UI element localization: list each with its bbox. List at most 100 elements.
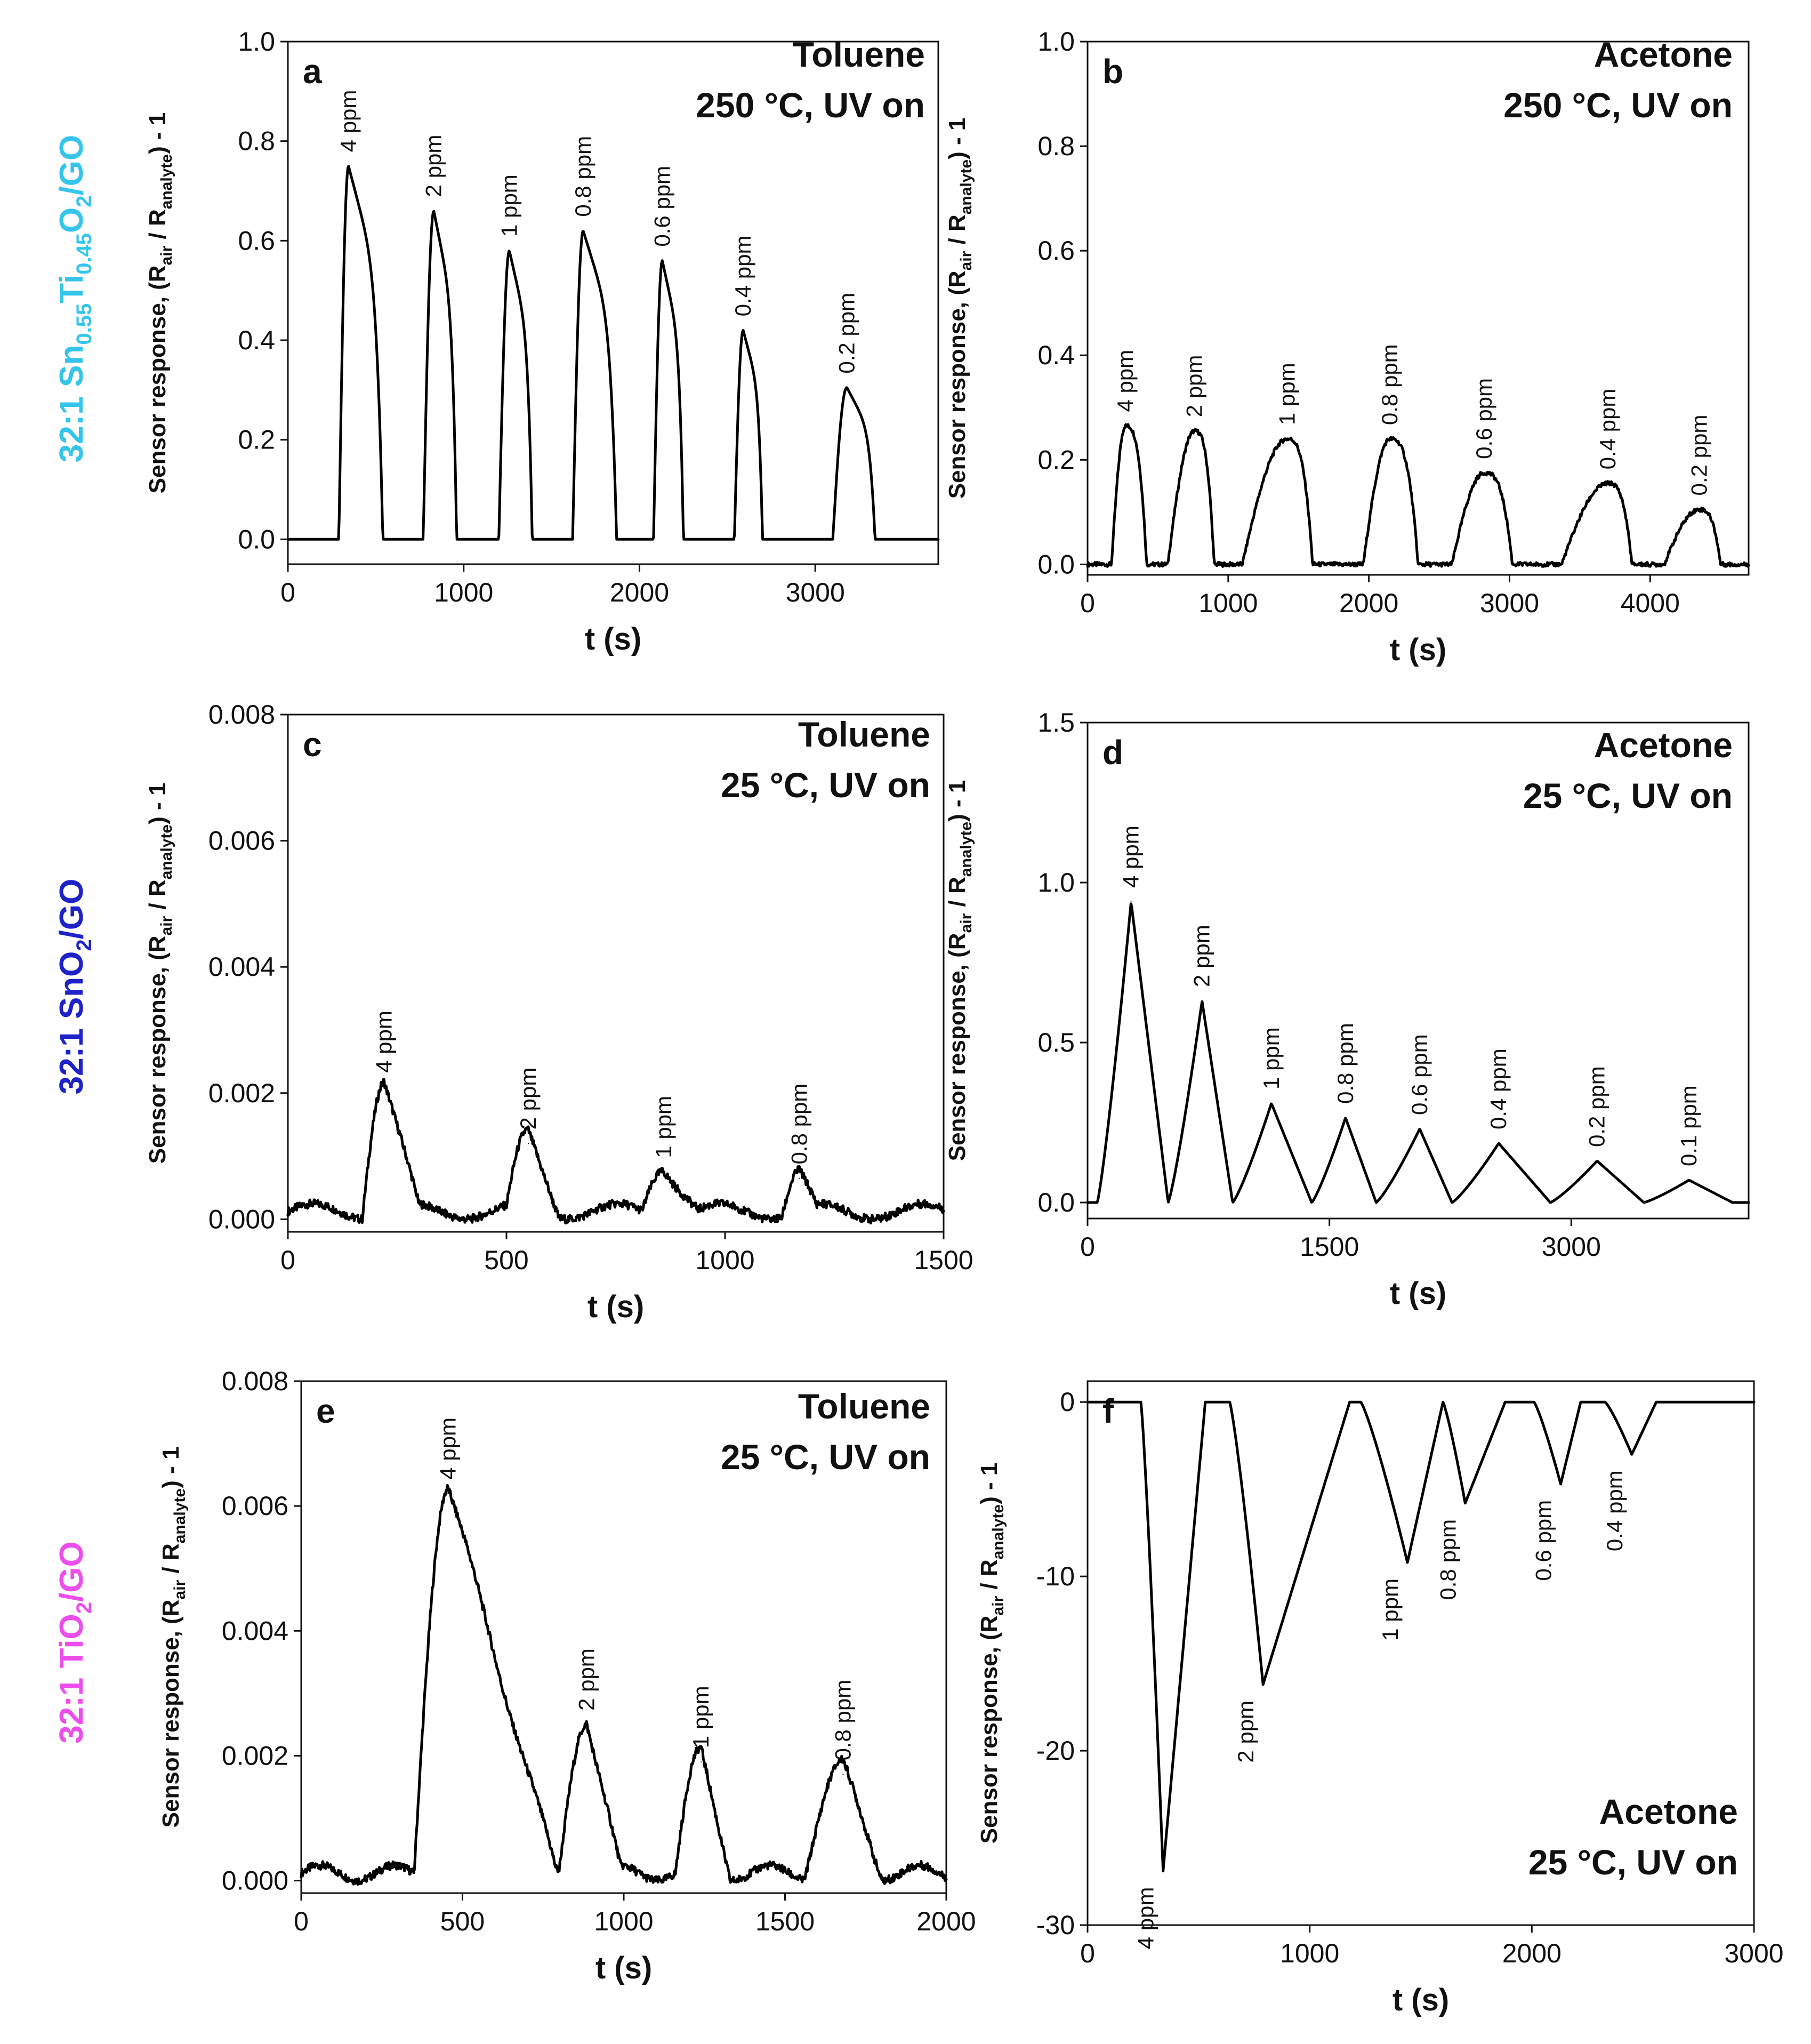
peak-label-f-4: 0.6 ppm: [1531, 1500, 1556, 1581]
peak-label-c-2: 1 ppm: [651, 1096, 676, 1158]
y-tick-label-d-2: 1.0: [1037, 868, 1075, 897]
conditions-label-d: 25 °C, UV on: [1523, 776, 1733, 815]
plot-frame-b: [1086, 41, 1750, 576]
peak-point-a-6: [846, 387, 848, 388]
analyte-label-b: Acetone: [1594, 35, 1733, 74]
y-tick-label-d-1: 0.5: [1037, 1028, 1075, 1057]
peak-label-b-1: 2 ppm: [1182, 355, 1207, 418]
peak-point-c-2: [663, 1171, 665, 1173]
peak-label-f-0: 4 ppm: [1133, 1887, 1158, 1950]
y-tick-label-a-5: 1.0: [238, 27, 275, 57]
peak-point-b-5: [1607, 483, 1609, 484]
x-tick-label-e-1: 500: [440, 1906, 485, 1936]
conditions-label-b: 250 °C, UV on: [1503, 85, 1733, 125]
peak-point-d-7: [1688, 1180, 1690, 1181]
plot-frame-d: [1086, 722, 1750, 1220]
y-tick-label-b-2: 0.4: [1037, 340, 1075, 370]
peak-point-e-2: [701, 1761, 702, 1763]
analyte-label-a: Toluene: [793, 35, 925, 74]
x-axis-label-f: t (s): [1393, 1983, 1449, 2017]
conditions-label-c: 25 °C, UV on: [721, 765, 930, 805]
peak-point-a-2: [509, 250, 510, 251]
y-axis-label-d: Sensor response, (Rair / Ranalyte) - 1: [944, 780, 975, 1161]
peak-label-b-6: 0.2 ppm: [1687, 415, 1712, 496]
y-tick-label-b-1: 0.2: [1037, 445, 1075, 475]
panel-label-c: c: [303, 725, 322, 764]
series-line-c: [286, 1078, 945, 1225]
peak-label-f-1: 2 ppm: [1233, 1701, 1258, 1763]
peak-label-b-3: 0.8 ppm: [1377, 344, 1402, 425]
peak-label-e-3: 0.8 ppm: [830, 1680, 855, 1761]
peak-point-f-4: [1560, 1483, 1562, 1485]
peak-label-d-0: 4 ppm: [1118, 825, 1144, 888]
y-tick-label-b-3: 0.6: [1037, 236, 1075, 266]
row-label-sno2-go: 32:1 SnO2/GO: [53, 879, 96, 1095]
peak-point-f-1: [1262, 1684, 1264, 1685]
panel-b: 0 1000 2000 3000 4000 0.0 0.2 0.4 0.6 0.8 1.0 t (s)…: [944, 27, 1750, 667]
panel-d: 0 1500 3000 0.0 0.5 1.0 1.5 t (s) Sensor respons…: [944, 708, 1750, 1311]
peak-label-d-1: 2 ppm: [1189, 925, 1214, 987]
series-line-f: [1086, 1400, 1756, 1873]
peak-label-d-7: 0.1 ppm: [1676, 1085, 1701, 1166]
x-tick-label-f-1: 1000: [1280, 1938, 1339, 1968]
peak-point-b-4: [1484, 472, 1485, 474]
x-tick-label-b-3: 3000: [1480, 588, 1539, 618]
y-tick-label-e-4: 0.008: [222, 1366, 288, 1396]
peak-point-d-1: [1201, 1000, 1203, 1001]
peak-point-d-5: [1498, 1143, 1500, 1144]
peak-point-c-3: [799, 1177, 800, 1179]
row-label-sntio-go: 32:1 Sn0.55Ti0.45O2/GO: [53, 135, 96, 462]
y-tick-label-c-3: 0.006: [208, 826, 275, 856]
x-tick-label-c-2: 1000: [695, 1245, 754, 1275]
peak-label-c-1: 2 ppm: [516, 1068, 541, 1130]
peak-label-e-0: 4 ppm: [435, 1417, 460, 1480]
peak-label-d-4: 0.6 ppm: [1407, 1034, 1432, 1115]
peak-point-f-5: [1631, 1454, 1632, 1455]
y-tick-label-e-1: 0.002: [222, 1741, 288, 1770]
x-tick-label-e-2: 1000: [594, 1906, 653, 1936]
peak-point-b-0: [1125, 425, 1126, 427]
peak-label-b-4: 0.6 ppm: [1471, 378, 1496, 459]
peak-label-a-6: 0.2 ppm: [834, 293, 859, 374]
peak-point-a-1: [433, 210, 434, 212]
peak-point-b-2: [1286, 438, 1288, 440]
y-axis-label-b: Sensor response, (Rair / Ranalyte) - 1: [944, 118, 975, 499]
y-tick-label-e-2: 0.004: [222, 1616, 288, 1646]
panel-label-b: b: [1102, 52, 1123, 91]
peak-point-d-4: [1419, 1128, 1421, 1129]
panel-a: 0 1000 2000 3000 0.0 0.2 0.4 0.6 0.8 1.0 t (s) Sens…: [144, 27, 940, 656]
series-line-e: [300, 1484, 948, 1886]
peak-point-a-3: [582, 230, 584, 231]
x-tick-label-c-0: 0: [280, 1245, 295, 1275]
panels: 0 1000 2000 3000 0.0 0.2 0.4 0.6 0.8 1.0 t (s) Sens…: [144, 27, 1784, 2017]
peak-label-e-1: 2 ppm: [574, 1648, 599, 1711]
x-tick-label-c-3: 1500: [914, 1245, 973, 1275]
peak-point-a-5: [743, 330, 744, 331]
peak-point-e-1: [586, 1724, 587, 1725]
peak-label-c-3: 0.8 ppm: [786, 1084, 811, 1165]
peak-point-b-1: [1194, 430, 1195, 432]
peak-point-d-2: [1270, 1103, 1272, 1104]
row-labels: 32:1 Sn0.55Ti0.45O2/GO 32:1 SnO2/GO 32:1…: [53, 135, 96, 1744]
peak-point-b-6: [1699, 509, 1700, 510]
x-tick-label-b-2: 2000: [1339, 588, 1398, 618]
peak-label-a-2: 1 ppm: [496, 174, 521, 237]
peak-point-f-0: [1162, 1870, 1164, 1872]
x-tick-label-b-0: 0: [1080, 588, 1095, 618]
y-tick-label-f-0: 0: [1060, 1387, 1075, 1417]
conditions-label-f: 25 °C, UV on: [1528, 1842, 1738, 1882]
x-tick-label-c-1: 500: [484, 1245, 528, 1275]
peak-label-f-3: 0.8 ppm: [1435, 1519, 1460, 1600]
x-tick-label-d-1: 1500: [1300, 1232, 1359, 1262]
x-tick-label-a-2: 2000: [610, 578, 669, 607]
peak-label-a-4: 0.6 ppm: [649, 166, 674, 247]
x-axis-label-e: t (s): [595, 1951, 652, 1985]
peak-label-d-2: 1 ppm: [1259, 1027, 1284, 1089]
peak-point-e-3: [842, 1774, 844, 1775]
x-tick-label-b-4: 4000: [1621, 588, 1680, 618]
x-tick-label-f-3: 3000: [1724, 1938, 1783, 1968]
peak-label-d-5: 0.4 ppm: [1486, 1048, 1511, 1129]
peak-point-d-6: [1596, 1160, 1598, 1161]
x-tick-label-a-3: 3000: [786, 578, 845, 607]
peak-label-a-0: 4 ppm: [336, 90, 361, 153]
